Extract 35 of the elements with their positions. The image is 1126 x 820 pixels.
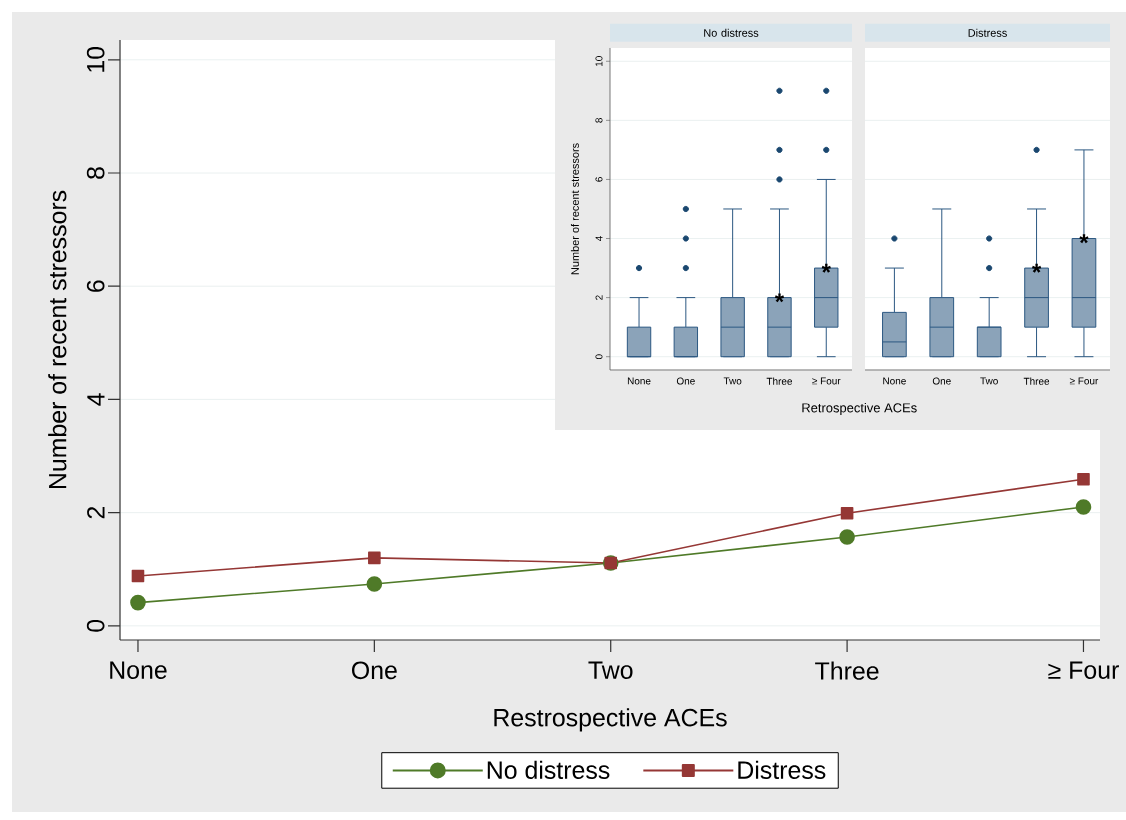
legend-label: Distress: [738, 760, 826, 779]
x-tick-label: None: [110, 661, 167, 679]
y-tick-label: 8: [595, 118, 603, 123]
x-tick-label: Three: [815, 661, 879, 680]
chart-title: Distress: [968, 28, 1007, 37]
y-tick-label: 10: [86, 46, 105, 72]
y-axis-title: Number of recent stressors: [48, 190, 67, 489]
x-tick-label: ≥ Four: [812, 377, 841, 385]
y-tick-label: 6: [595, 177, 603, 182]
chart-title: No distress: [704, 28, 759, 37]
x-tick-label: ≥ Four: [1048, 661, 1119, 679]
x-tick-label: One: [676, 377, 695, 385]
x-tick-label: Two: [588, 661, 633, 679]
x-tick-label: None: [883, 377, 906, 385]
y-tick-label: 8: [86, 167, 105, 179]
y-tick-label: 4: [595, 236, 603, 242]
x-axis-title: Restrospective ACEs: [494, 708, 727, 732]
legend-label: No distress: [487, 760, 610, 779]
y-tick-label: 0: [86, 619, 105, 632]
x-axis-title: Retrospective ACEs: [802, 402, 917, 415]
y-tick-label: 6: [86, 280, 105, 292]
x-tick-label: Two: [723, 377, 742, 385]
x-tick-label: Three: [1023, 377, 1050, 385]
y-tick-label: 4: [87, 393, 105, 406]
x-tick-label: None: [627, 377, 651, 385]
y-tick-label: 0: [595, 354, 603, 360]
y-tick-label: 10: [595, 56, 603, 67]
x-tick-label: Three: [766, 377, 793, 385]
x-tick-label: One: [932, 377, 951, 385]
x-tick-label: One: [351, 661, 397, 680]
y-tick-label: 2: [595, 295, 603, 300]
x-tick-label: ≥ Four: [1069, 377, 1099, 385]
y-tick-label: 2: [87, 506, 105, 519]
x-tick-label: Two: [980, 377, 998, 385]
y-axis-title: Number of recent stressors: [570, 143, 579, 275]
